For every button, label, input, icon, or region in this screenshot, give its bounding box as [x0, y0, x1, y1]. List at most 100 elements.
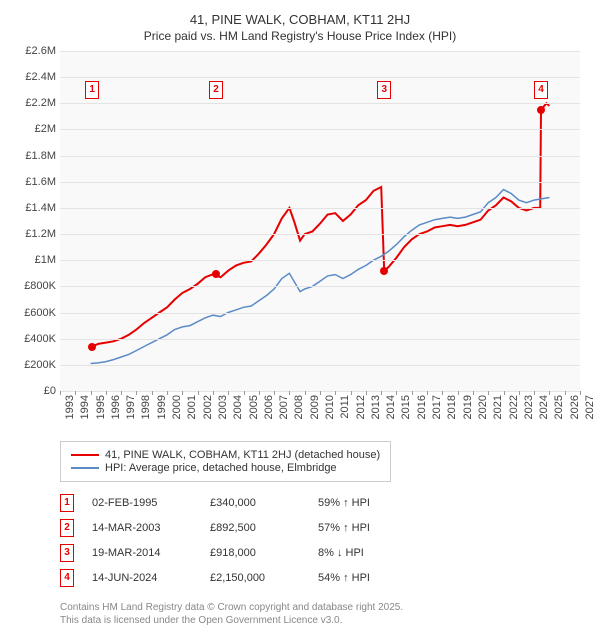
legend-swatch-2: [71, 467, 99, 469]
x-axis-label: 2005: [248, 395, 260, 419]
footer: Contains HM Land Registry data © Crown c…: [60, 601, 590, 627]
gridline: [60, 313, 580, 314]
sale-row: 2 14-MAR-2003 £892,500 57% ↑ HPI: [60, 519, 590, 537]
sale-pct: 59% ↑ HPI: [318, 497, 418, 509]
sale-price: £2,150,000: [210, 572, 300, 584]
chart-svg: [60, 51, 580, 391]
gridline: [60, 208, 580, 209]
x-axis-label: 2003: [217, 395, 229, 419]
chart-title: 41, PINE WALK, COBHAM, KT11 2HJ: [10, 12, 590, 27]
sale-pct: 8% ↓ HPI: [318, 547, 418, 559]
gridline: [60, 286, 580, 287]
x-axis-label: 2020: [477, 395, 489, 419]
sale-row: 319-MAR-2014£918,0008% ↓ HPI: [60, 544, 590, 562]
sale-date: 14-JUN-2024: [92, 572, 192, 584]
x-axis-label: 1994: [79, 395, 91, 419]
gridline: [60, 339, 580, 340]
sale-row-marker: 2: [60, 519, 74, 537]
sale-marker-dot: [88, 343, 96, 351]
x-axis-label: 2011: [339, 395, 351, 419]
x-axis-label: 2004: [232, 395, 244, 419]
y-axis-label: £1M: [12, 254, 56, 266]
y-axis-label: £2.4M: [12, 71, 56, 83]
x-axis: 1993199419951996199719981999200020012002…: [60, 391, 580, 431]
y-axis-label: £400K: [12, 333, 56, 345]
sale-date: 19-MAR-2014: [92, 547, 192, 559]
x-axis-label: 2000: [171, 395, 183, 419]
y-axis-label: £800K: [12, 280, 56, 292]
x-axis-label: 1998: [140, 395, 152, 419]
sale-price: £340,000: [210, 497, 300, 509]
x-axis-label: 2024: [538, 395, 550, 419]
legend-swatch-1: [71, 454, 99, 457]
sale-date: 02-FEB-1995: [92, 497, 192, 509]
x-axis-label: 2010: [324, 395, 336, 419]
y-axis-label: £2.2M: [12, 97, 56, 109]
x-axis-label: 2021: [492, 395, 504, 419]
sale-marker-dot: [537, 106, 545, 114]
series-line-price_paid: [92, 103, 549, 346]
x-axis-label: 1995: [95, 395, 107, 419]
y-axis-label: £0: [12, 385, 56, 397]
y-axis-label: £200K: [12, 359, 56, 371]
x-axis-label: 1996: [110, 395, 122, 419]
sale-marker-box: 2: [209, 81, 223, 99]
gridline: [60, 182, 580, 183]
sale-pct: 57% ↑ HPI: [318, 522, 418, 534]
sale-marker-box: 3: [377, 81, 391, 99]
sale-marker-box: 1: [85, 81, 99, 99]
y-axis-label: £1.8M: [12, 150, 56, 162]
y-axis-label: £1.4M: [12, 202, 56, 214]
legend-label-2: HPI: Average price, detached house, Elmb…: [105, 462, 337, 474]
gridline: [60, 129, 580, 130]
sale-row-marker: 3: [60, 544, 74, 562]
legend-label-1: 41, PINE WALK, COBHAM, KT11 2HJ (detache…: [105, 449, 380, 461]
x-axis-label: 2017: [431, 395, 443, 419]
sale-price: £892,500: [210, 522, 300, 534]
legend-row: 41, PINE WALK, COBHAM, KT11 2HJ (detache…: [71, 449, 380, 461]
y-axis-label: £2M: [12, 123, 56, 135]
sale-date: 14-MAR-2003: [92, 522, 192, 534]
x-axis-label: 2016: [416, 395, 428, 419]
x-axis-label: 2009: [309, 395, 321, 419]
sale-marker-dot: [380, 267, 388, 275]
x-axis-label: 2008: [293, 395, 305, 419]
gridline: [60, 234, 580, 235]
legend-row: HPI: Average price, detached house, Elmb…: [71, 462, 380, 474]
x-axis-label: 2027: [584, 395, 596, 419]
x-axis-label: 2018: [446, 395, 458, 419]
gridline: [60, 365, 580, 366]
sales-table: 102-FEB-1995£340,00059% ↑ HPI214-MAR-200…: [60, 494, 590, 587]
x-axis-label: 2023: [523, 395, 535, 419]
gridline: [60, 103, 580, 104]
footer-line-2: This data is licensed under the Open Gov…: [60, 614, 590, 627]
x-axis-label: 1997: [125, 395, 137, 419]
chart-container: 41, PINE WALK, COBHAM, KT11 2HJ Price pa…: [10, 12, 590, 627]
gridline: [60, 260, 580, 261]
x-axis-label: 2001: [186, 395, 198, 419]
sale-row: 102-FEB-1995£340,00059% ↑ HPI: [60, 494, 590, 512]
x-axis-label: 2022: [508, 395, 520, 419]
chart-subtitle: Price paid vs. HM Land Registry's House …: [10, 29, 590, 43]
y-axis-label: £1.6M: [12, 176, 56, 188]
x-axis-label: 2007: [278, 395, 290, 419]
x-axis-label: 2014: [385, 395, 397, 419]
x-axis-label: 1993: [64, 395, 76, 419]
x-axis-label: 2015: [400, 395, 412, 419]
x-axis-label: 2025: [553, 395, 565, 419]
sale-row-marker: 4: [60, 569, 74, 587]
sale-pct: 54% ↑ HPI: [318, 572, 418, 584]
y-axis-label: £600K: [12, 307, 56, 319]
y-axis-label: £1.2M: [12, 228, 56, 240]
x-axis-label: 2013: [370, 395, 382, 419]
legend: 41, PINE WALK, COBHAM, KT11 2HJ (detache…: [60, 441, 391, 482]
gridline: [60, 51, 580, 52]
sale-marker-dot: [212, 270, 220, 278]
gridline: [60, 156, 580, 157]
footer-line-1: Contains HM Land Registry data © Crown c…: [60, 601, 590, 614]
x-axis-label: 1999: [156, 395, 168, 419]
plot-area: £0£200K£400K£600K£800K£1M£1.2M£1.4M£1.6M…: [60, 51, 580, 391]
x-axis-label: 2006: [263, 395, 275, 419]
sale-marker-box: 4: [534, 81, 548, 99]
x-axis-label: 2012: [355, 395, 367, 419]
